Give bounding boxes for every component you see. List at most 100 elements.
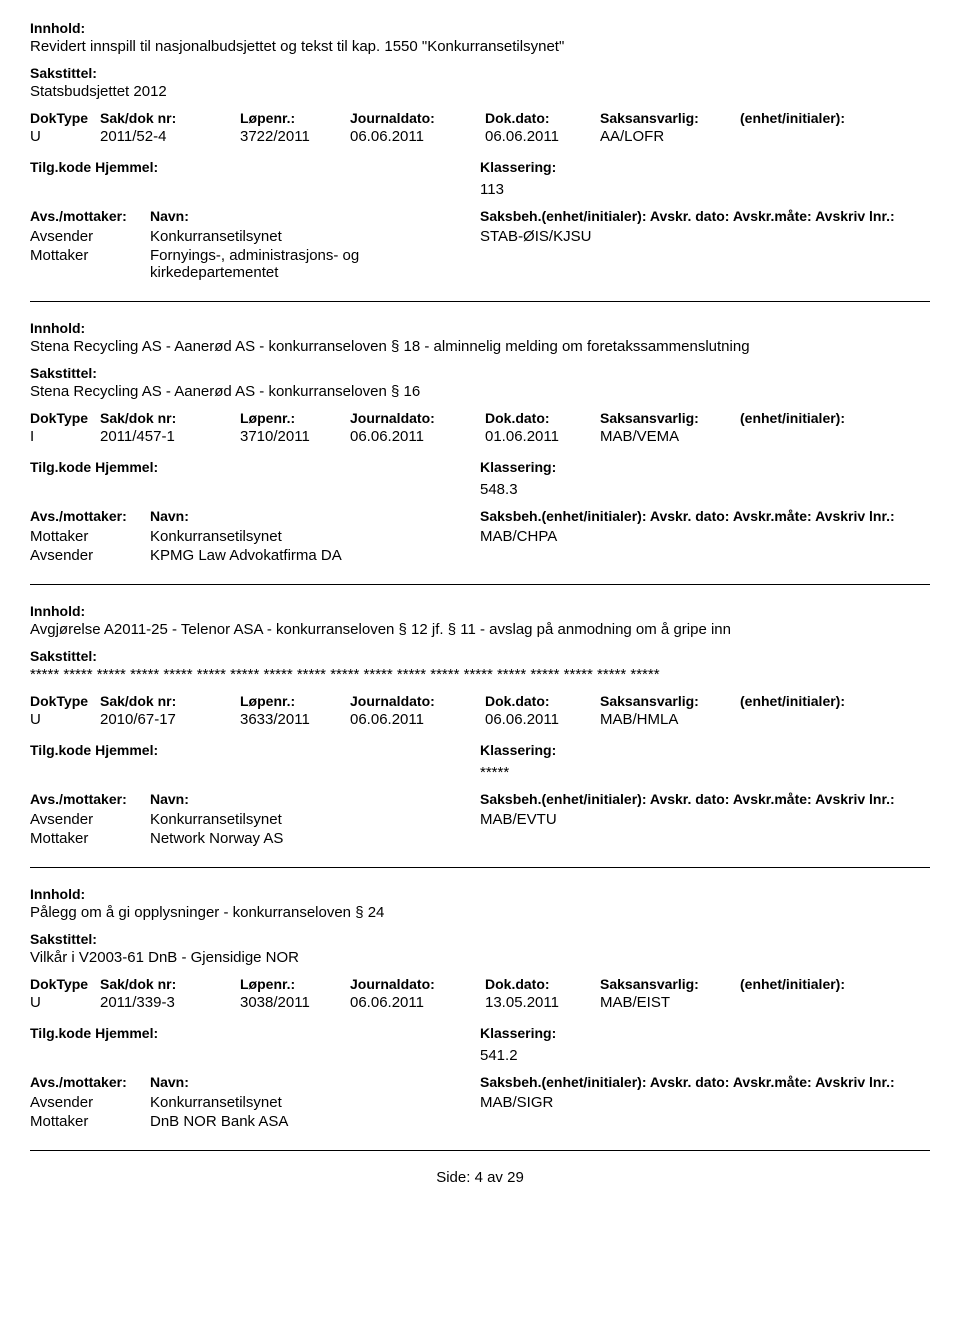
columns-header: DokType Sak/dok nr: Løpenr.: Journaldato… <box>30 976 930 992</box>
footer-sep: av <box>487 1169 503 1186</box>
val-dokdato: 01.06.2011 <box>485 428 600 445</box>
party-name: Fornyings-, administrasjons- og kirkedep… <box>150 247 480 281</box>
party-saksbeh: STAB-ØIS/KJSU <box>480 228 591 245</box>
col-dokdato: Dok.dato: <box>485 693 600 709</box>
navn-label: Navn: <box>150 791 189 807</box>
col-saksansvarlig: Saksansvarlig: <box>600 410 740 426</box>
party-row: Avsender KPMG Law Advokatfirma DA <box>30 547 930 564</box>
avs-header: Avs./mottaker: Navn: Saksbeh.(enhet/init… <box>30 508 930 524</box>
col-doktype: DokType <box>30 976 100 992</box>
columns-data: U 2011/52-4 3722/2011 06.06.2011 06.06.2… <box>30 128 930 145</box>
footer-prefix: Side: <box>436 1169 470 1186</box>
columns-header: DokType Sak/dok nr: Løpenr.: Journaldato… <box>30 693 930 709</box>
tilg-row: Tilg.kode Hjemmel: Klassering: <box>30 159 930 175</box>
avsmottaker-label: Avs./mottaker: <box>30 508 150 524</box>
val-lopenr: 3038/2011 <box>240 994 350 1011</box>
party-row: Mottaker Konkurransetilsynet MAB/CHPA <box>30 528 930 545</box>
klassering-label: Klassering: <box>480 742 556 758</box>
sakstittel-value: Vilkår i V2003-61 DnB - Gjensidige NOR <box>30 949 930 966</box>
sakstittel-label: Sakstittel: <box>30 365 930 381</box>
sakstittel-label: Sakstittel: <box>30 931 930 947</box>
tilg-row: Tilg.kode Hjemmel: Klassering: <box>30 1025 930 1041</box>
footer-current: 4 <box>475 1169 483 1186</box>
col-journaldato: Journaldato: <box>350 693 485 709</box>
tilgkode-label: Tilg.kode <box>30 1025 91 1041</box>
footer-total: 29 <box>507 1169 524 1186</box>
party-saksbeh: MAB/CHPA <box>480 528 557 545</box>
saksbeh-header: Saksbeh.(enhet/initialer): Avskr. dato: … <box>480 208 895 224</box>
party-row: Avsender Konkurransetilsynet MAB/EVTU <box>30 811 930 828</box>
val-lopenr: 3710/2011 <box>240 428 350 445</box>
val-saksansvarlig: MAB/VEMA <box>600 428 740 445</box>
col-journaldato: Journaldato: <box>350 110 485 126</box>
hjemmel-label: Hjemmel: <box>95 159 158 175</box>
val-sakdok: 2011/457-1 <box>100 428 240 445</box>
navn-label: Navn: <box>150 508 189 524</box>
col-enhet: (enhet/initialer): <box>740 693 880 709</box>
avsmottaker-label: Avs./mottaker: <box>30 791 150 807</box>
col-journaldato: Journaldato: <box>350 976 485 992</box>
val-doktype: U <box>30 711 100 728</box>
val-journaldato: 06.06.2011 <box>350 128 485 145</box>
innhold-label: Innhold: <box>30 320 930 336</box>
party-row: Avsender Konkurransetilsynet MAB/SIGR <box>30 1094 930 1111</box>
party-name: Konkurransetilsynet <box>150 528 480 545</box>
innhold-label: Innhold: <box>30 603 930 619</box>
val-sakdok: 2011/52-4 <box>100 128 240 145</box>
sakstittel-label: Sakstittel: <box>30 65 930 81</box>
val-lopenr: 3722/2011 <box>240 128 350 145</box>
col-lopenr: Løpenr.: <box>240 693 350 709</box>
col-enhet: (enhet/initialer): <box>740 976 880 992</box>
party-role: Avsender <box>30 228 150 245</box>
klassering-value: 113 <box>480 181 930 198</box>
party-name: DnB NOR Bank ASA <box>150 1113 480 1130</box>
val-saksansvarlig: MAB/EIST <box>600 994 740 1011</box>
saksbeh-header: Saksbeh.(enhet/initialer): Avskr. dato: … <box>480 508 895 524</box>
col-dokdato: Dok.dato: <box>485 110 600 126</box>
klassering-label: Klassering: <box>480 1025 556 1041</box>
innhold-value: Pålegg om å gi opplysninger - konkurrans… <box>30 904 930 921</box>
party-row: Mottaker Fornyings-, administrasjons- og… <box>30 247 930 281</box>
party-role: Mottaker <box>30 830 150 847</box>
hjemmel-label: Hjemmel: <box>95 742 158 758</box>
avs-header: Avs./mottaker: Navn: Saksbeh.(enhet/init… <box>30 791 930 807</box>
saksbeh-header: Saksbeh.(enhet/initialer): Avskr. dato: … <box>480 1074 895 1090</box>
party-name: Konkurransetilsynet <box>150 228 480 245</box>
col-dokdato: Dok.dato: <box>485 976 600 992</box>
klassering-value: 541.2 <box>480 1047 930 1064</box>
party-saksbeh: MAB/SIGR <box>480 1094 553 1111</box>
col-saksansvarlig: Saksansvarlig: <box>600 110 740 126</box>
party-name: KPMG Law Advokatfirma DA <box>150 547 480 564</box>
val-sakdok: 2011/339-3 <box>100 994 240 1011</box>
party-row: Avsender Konkurransetilsynet STAB-ØIS/KJ… <box>30 228 930 245</box>
record: Innhold: Avgjørelse A2011-25 - Telenor A… <box>30 603 930 868</box>
innhold-value: Revidert innspill til nasjonalbudsjettet… <box>30 38 930 55</box>
columns-data: U 2010/67-17 3633/2011 06.06.2011 06.06.… <box>30 711 930 728</box>
party-role: Avsender <box>30 811 150 828</box>
columns-data: I 2011/457-1 3710/2011 06.06.2011 01.06.… <box>30 428 930 445</box>
val-saksansvarlig: MAB/HMLA <box>600 711 740 728</box>
innhold-value: Avgjørelse A2011-25 - Telenor ASA - konk… <box>30 621 930 638</box>
col-enhet: (enhet/initialer): <box>740 110 880 126</box>
val-dokdato: 06.06.2011 <box>485 128 600 145</box>
innhold-label: Innhold: <box>30 20 930 36</box>
hjemmel-label: Hjemmel: <box>95 459 158 475</box>
navn-label: Navn: <box>150 208 189 224</box>
party-role: Mottaker <box>30 1113 150 1130</box>
party-row: Mottaker Network Norway AS <box>30 830 930 847</box>
col-doktype: DokType <box>30 410 100 426</box>
navn-label: Navn: <box>150 1074 189 1090</box>
val-journaldato: 06.06.2011 <box>350 711 485 728</box>
val-journaldato: 06.06.2011 <box>350 994 485 1011</box>
klassering-value: ***** <box>480 764 930 781</box>
party-row: Mottaker DnB NOR Bank ASA <box>30 1113 930 1130</box>
record: Innhold: Stena Recycling AS - Aanerød AS… <box>30 320 930 585</box>
party-name: Konkurransetilsynet <box>150 1094 480 1111</box>
tilg-row: Tilg.kode Hjemmel: Klassering: <box>30 459 930 475</box>
col-doktype: DokType <box>30 693 100 709</box>
avs-header: Avs./mottaker: Navn: Saksbeh.(enhet/init… <box>30 1074 930 1090</box>
hjemmel-label: Hjemmel: <box>95 1025 158 1041</box>
tilg-row: Tilg.kode Hjemmel: Klassering: <box>30 742 930 758</box>
col-journaldato: Journaldato: <box>350 410 485 426</box>
avsmottaker-label: Avs./mottaker: <box>30 1074 150 1090</box>
